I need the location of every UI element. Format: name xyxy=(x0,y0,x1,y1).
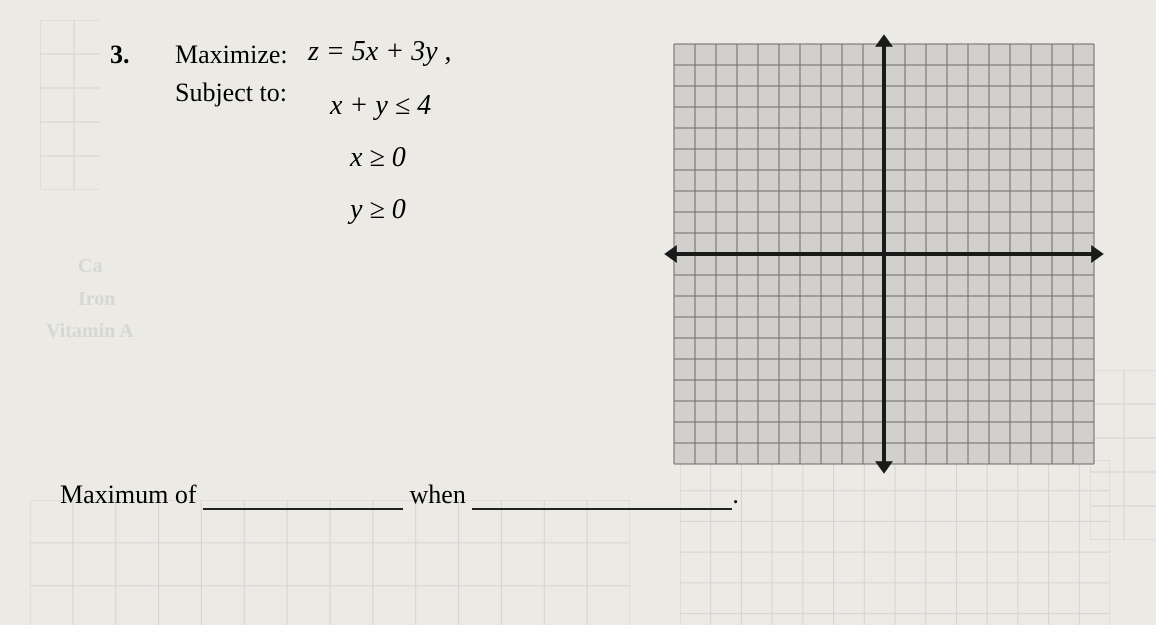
worksheet-content: Ca Iron Vitamin A 3. Maximize: z = 5x + 3y… xyxy=(0,0,1156,625)
answer-fill-in: Maximum of when . xyxy=(60,480,739,510)
answer-prefix: Maximum of xyxy=(60,480,203,509)
constraint-2: x ≥ 0 xyxy=(350,142,406,174)
bleed-grid-patch-3 xyxy=(680,460,1110,625)
subject-to-label: Subject to: xyxy=(175,78,287,108)
bleed-text-2: Vitamin A xyxy=(46,320,134,343)
maximize-label: Maximize: xyxy=(175,40,288,70)
answer-suffix: . xyxy=(732,480,739,509)
bleed-text-1: Iron xyxy=(78,288,115,311)
coordinate-grid xyxy=(660,30,1108,483)
constraint-3: y ≥ 0 xyxy=(350,194,406,226)
bleed-text-0: Ca xyxy=(78,255,102,278)
answer-blank-2[interactable] xyxy=(472,487,732,510)
objective-function: z = 5x + 3y , xyxy=(308,36,452,68)
bleed-grid-patch-2 xyxy=(30,500,630,625)
grid-svg xyxy=(660,30,1108,478)
bleed-grid-patch-0 xyxy=(40,20,100,190)
constraint-1: x + y ≤ 4 xyxy=(330,90,431,122)
answer-blank-1[interactable] xyxy=(203,487,403,510)
problem-number: 3. xyxy=(110,40,130,70)
answer-middle: when xyxy=(403,480,472,509)
